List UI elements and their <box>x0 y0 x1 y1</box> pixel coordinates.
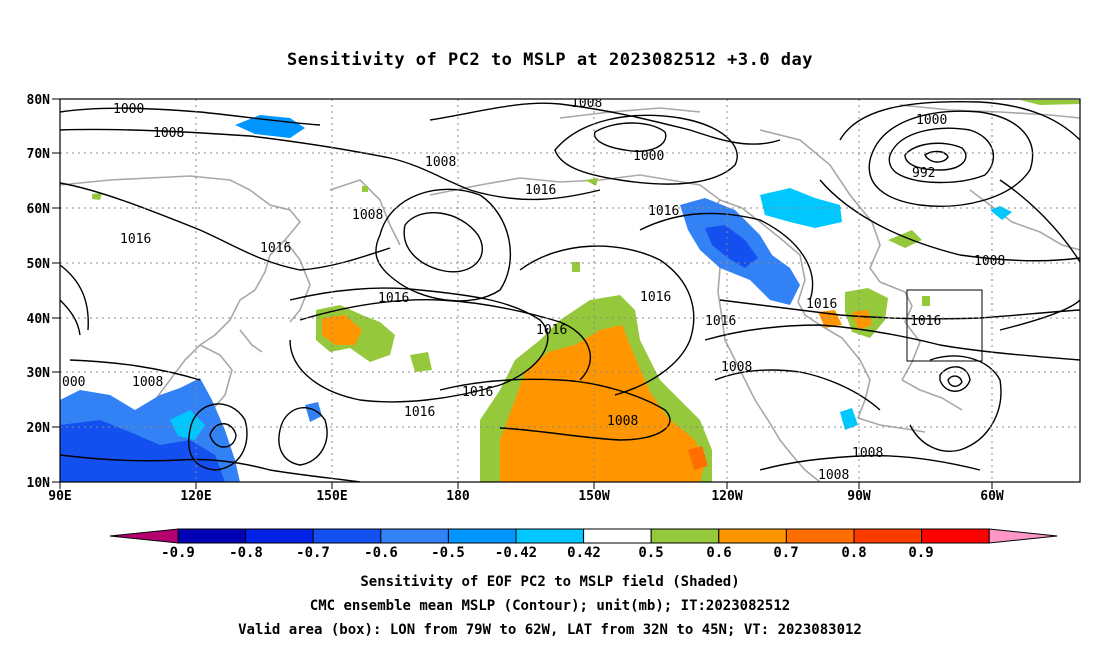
contour-label: 1016 <box>536 323 567 338</box>
lat-label: 20N <box>27 421 51 436</box>
contour-label: 1016 <box>404 405 435 420</box>
contour-label: 1016 <box>462 385 493 400</box>
mslp-contours <box>60 100 1080 482</box>
lat-label: 10N <box>27 476 51 491</box>
contour-label: 1008 <box>571 96 602 111</box>
contour-label: 992 <box>912 166 935 181</box>
colorbar-tick-label: 0.5 <box>638 545 663 561</box>
valid-area-box <box>906 289 983 362</box>
caption-shaded: Sensitivity of EOF PC2 to MSLP field (Sh… <box>360 574 740 590</box>
colorbar-tick-label: 0.6 <box>706 545 731 561</box>
colorbar-tick-label: 0.7 <box>773 545 798 561</box>
colorbar-tick-label: -0.7 <box>296 545 330 561</box>
lon-label: 150W <box>578 489 609 504</box>
lon-label: 60W <box>980 489 1004 504</box>
contour-label: 1008 <box>425 155 456 170</box>
lon-label: 180 <box>446 489 470 504</box>
colorbar-swatch <box>921 528 990 544</box>
caption-contour: CMC ensemble mean MSLP (Contour); unit(m… <box>309 598 791 614</box>
colorbar-swatch <box>177 528 247 544</box>
lat-label: 50N <box>27 257 51 272</box>
map-plot-area: 1000 1008 1008 1008 1016 1016 1016 1016 … <box>60 96 1080 483</box>
contour-label: 1016 <box>378 291 409 306</box>
colorbar-swatch <box>853 528 923 544</box>
map-frame <box>59 98 1081 483</box>
colorbar-swatch <box>109 528 179 544</box>
colorbar-swatch <box>312 528 382 544</box>
colorbar-tick-label: 0.42 <box>567 545 601 561</box>
colorbar-tick-label: -0.8 <box>229 545 263 561</box>
lat-label: 30N <box>27 366 51 381</box>
contour-label: 1016 <box>648 204 679 219</box>
colorbar-swatch <box>718 528 787 544</box>
contour-label: 1016 <box>705 314 736 329</box>
colorbar-swatch <box>650 528 720 544</box>
contour-label: 1008 <box>852 446 883 461</box>
contour-label: 000 <box>62 375 85 390</box>
colorbar-tick-labels: -0.9 -0.8 -0.7 -0.6 -0.5 -0.42 0.42 0.5 … <box>161 545 934 561</box>
colorbar-tick-label: 0.8 <box>841 545 866 561</box>
lat-label: 40N <box>27 312 51 327</box>
colorbar: -0.9 -0.8 -0.7 -0.6 -0.5 -0.42 0.42 0.5 … <box>109 528 1058 561</box>
contour-label: 1008 <box>132 375 163 390</box>
svg-text:1008: 1008 <box>818 468 849 483</box>
contour-label: 1000 <box>113 102 144 117</box>
graticule <box>60 99 1080 482</box>
colorbar-tick-label: -0.6 <box>364 545 398 561</box>
svg-text:1016: 1016 <box>910 314 941 329</box>
contour-label: 1008 <box>607 414 638 429</box>
colorbar-tick-label: -0.42 <box>495 545 537 561</box>
contour-label: 1008 <box>974 254 1005 269</box>
colorbar-swatch <box>785 528 855 544</box>
contour-label: 1016 <box>806 297 837 312</box>
lon-label: 120E <box>180 489 211 504</box>
contour-label: 1008 <box>153 126 184 141</box>
colorbar-swatches <box>109 528 1058 544</box>
lon-label: 120W <box>711 489 742 504</box>
colorbar-swatch <box>515 528 585 544</box>
colorbar-tick-label: 0.9 <box>908 545 933 561</box>
longitude-axis: 90E 120E 150E 180 150W 120W 90W 60W <box>48 482 1004 504</box>
colorbar-swatch <box>245 528 314 544</box>
colorbar-swatch <box>583 528 652 544</box>
lon-label: 90E <box>48 489 71 504</box>
map-title: Sensitivity of PC2 to MSLP at 2023082512… <box>286 50 813 70</box>
contour-label: 1008 <box>352 208 383 223</box>
colorbar-swatch <box>447 528 517 544</box>
contour-label: 1008 <box>721 360 752 375</box>
lon-label: 150E <box>316 489 347 504</box>
colorbar-tick-label: -0.9 <box>161 545 195 561</box>
colorbar-swatch <box>380 528 449 544</box>
contour-label: 1016 <box>640 290 671 305</box>
lat-label: 60N <box>27 202 51 217</box>
contour-label: 1016 <box>260 241 291 256</box>
contour-labels: 1000 1008 1008 1008 1016 1016 1016 1016 … <box>62 96 1005 483</box>
lat-label: 70N <box>27 147 51 162</box>
lat-label: 80N <box>27 93 51 108</box>
lon-label: 90W <box>847 489 871 504</box>
caption-valid-area: Valid area (box): LON from 79W to 62W, L… <box>238 622 862 638</box>
contour-label: 1016 <box>120 232 151 247</box>
colorbar-swatch <box>988 528 1058 544</box>
contour-label: 1000 <box>633 149 664 164</box>
contour-label: 1016 <box>525 183 556 198</box>
colorbar-tick-label: -0.5 <box>431 545 465 561</box>
contour-label: 1000 <box>916 113 947 128</box>
latitude-axis: 80N 70N 60N 50N 40N 30N 20N 10N <box>27 93 60 491</box>
